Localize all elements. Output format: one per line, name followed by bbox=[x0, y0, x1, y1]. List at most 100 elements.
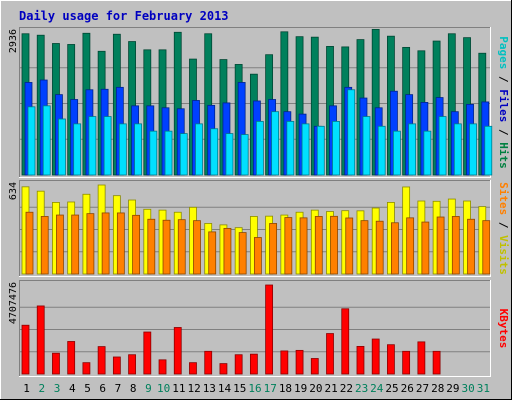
bar-pages-day-20 bbox=[316, 125, 325, 176]
bar-kbytes-day-22 bbox=[341, 308, 350, 375]
x-tick-label-day-3: 3 bbox=[54, 382, 61, 395]
x-tick-label-day-22: 22 bbox=[340, 382, 353, 395]
y-axis-max-label: 4707476 bbox=[8, 282, 19, 324]
bar-sites-day-6 bbox=[101, 212, 110, 275]
x-tick-label-day-19: 19 bbox=[294, 382, 307, 395]
x-tick-label-day-2: 2 bbox=[39, 382, 46, 395]
bar-kbytes-day-26 bbox=[402, 350, 411, 375]
legend-visits: Visits bbox=[497, 235, 510, 275]
bar-sites-day-21 bbox=[330, 215, 338, 275]
bar-pages-day-10 bbox=[164, 130, 173, 176]
bar-pages-day-24 bbox=[377, 125, 386, 176]
bar-pages-day-9 bbox=[149, 130, 158, 176]
bar-pages-day-16 bbox=[255, 121, 264, 176]
legend-pages: Pages bbox=[497, 36, 510, 69]
x-tick-label-day-20: 20 bbox=[309, 382, 322, 395]
bar-sites-day-19 bbox=[299, 217, 308, 275]
bar-sites-day-4 bbox=[71, 214, 80, 275]
bar-kbytes-day-5 bbox=[82, 362, 91, 375]
bar-sites-day-1 bbox=[25, 211, 34, 275]
bar-pages-day-23 bbox=[362, 116, 371, 176]
legend-separator: / bbox=[497, 215, 510, 235]
x-tick-label-day-30: 30 bbox=[462, 382, 475, 395]
x-tick-label-day-24: 24 bbox=[370, 382, 384, 395]
bar-pages-day-2 bbox=[42, 105, 51, 176]
bar-sites-day-23 bbox=[360, 220, 369, 275]
bar-sites-day-31 bbox=[482, 220, 491, 275]
bar-kbytes-day-27 bbox=[417, 341, 426, 375]
bar-sites-day-20 bbox=[314, 216, 323, 275]
series-sites bbox=[25, 211, 491, 275]
x-tick-label-day-6: 6 bbox=[99, 382, 106, 395]
bar-sites-day-15 bbox=[238, 232, 247, 275]
x-tick-label-day-15: 15 bbox=[233, 382, 246, 395]
bar-kbytes-day-7 bbox=[112, 356, 121, 375]
bar-sites-day-8 bbox=[132, 214, 140, 275]
bar-kbytes-day-1 bbox=[21, 324, 30, 375]
legend-files: Files bbox=[497, 89, 510, 122]
bar-sites-day-18 bbox=[284, 217, 293, 275]
bar-kbytes-day-18 bbox=[280, 350, 289, 375]
bar-pages-day-18 bbox=[286, 121, 295, 176]
bar-kbytes-day-28 bbox=[432, 350, 441, 375]
x-tick-label-day-10: 10 bbox=[157, 382, 170, 395]
bar-pages-day-6 bbox=[103, 116, 112, 176]
panel-pages-files-hits: 2936 Pages / Files / Hits bbox=[8, 27, 510, 178]
x-tick-label-day-29: 29 bbox=[446, 382, 459, 395]
bar-kbytes-day-17 bbox=[265, 284, 274, 375]
x-tick-label-day-28: 28 bbox=[431, 382, 444, 395]
bar-kbytes-day-9 bbox=[143, 331, 152, 375]
bar-pages-day-5 bbox=[88, 116, 97, 176]
x-tick-label-day-18: 18 bbox=[279, 382, 292, 395]
bar-pages-day-22 bbox=[347, 89, 356, 176]
x-tick-label-day-25: 25 bbox=[385, 382, 398, 395]
bar-pages-day-28 bbox=[438, 116, 447, 176]
x-tick-label-day-11: 11 bbox=[172, 382, 185, 395]
bar-sites-day-28 bbox=[436, 216, 445, 275]
bar-kbytes-day-3 bbox=[52, 352, 60, 375]
bar-sites-day-7 bbox=[116, 212, 125, 275]
bar-pages-day-17 bbox=[271, 111, 280, 176]
bar-pages-day-27 bbox=[423, 130, 432, 176]
x-axis-labels: 1 2 3 4 5 6 7 8 9 10 11 12 13 14 15 16 17 18 19 20 21 22 23 24 2… bbox=[23, 382, 490, 395]
bar-pages-day-14 bbox=[225, 133, 234, 176]
x-tick-label-day-17: 17 bbox=[264, 382, 277, 395]
x-tick-label-day-9: 9 bbox=[145, 382, 152, 395]
x-tick-label-day-7: 7 bbox=[115, 382, 122, 395]
bar-pages-day-30 bbox=[469, 123, 477, 176]
bar-pages-day-25 bbox=[393, 130, 401, 176]
bar-sites-day-22 bbox=[345, 217, 354, 275]
x-tick-label-day-1: 1 bbox=[23, 382, 30, 395]
x-tick-label-day-21: 21 bbox=[325, 382, 338, 395]
chart-title: Daily usage for February 2013 bbox=[19, 9, 229, 23]
bar-pages-day-1 bbox=[27, 106, 36, 176]
panel-kbytes: 4707476 KBytes bbox=[8, 280, 510, 377]
bar-pages-day-4 bbox=[73, 123, 82, 176]
series-pages bbox=[27, 89, 493, 176]
bar-pages-day-7 bbox=[118, 123, 127, 176]
bar-kbytes-day-20 bbox=[310, 358, 319, 375]
bar-kbytes-day-25 bbox=[387, 344, 395, 375]
bar-pages-day-29 bbox=[453, 123, 462, 176]
bar-pages-day-12 bbox=[195, 123, 203, 176]
bar-pages-day-19 bbox=[301, 123, 310, 176]
x-tick-label-day-13: 13 bbox=[203, 382, 216, 395]
bar-sites-day-2 bbox=[40, 216, 49, 275]
bar-kbytes-day-12 bbox=[189, 362, 197, 375]
bar-sites-day-17 bbox=[269, 223, 278, 275]
bar-kbytes-day-21 bbox=[326, 333, 334, 375]
x-tick-label-day-14: 14 bbox=[218, 382, 232, 395]
bar-pages-day-13 bbox=[210, 128, 219, 176]
x-tick-label-day-16: 16 bbox=[248, 382, 261, 395]
x-tick-label-day-5: 5 bbox=[84, 382, 91, 395]
panel-legend: Sites / Visits bbox=[497, 182, 510, 275]
bar-kbytes-day-23 bbox=[356, 345, 365, 375]
bar-sites-day-9 bbox=[147, 218, 156, 275]
bar-kbytes-day-8 bbox=[128, 354, 136, 375]
x-tick-label-day-4: 4 bbox=[69, 382, 76, 395]
bar-kbytes-day-14 bbox=[219, 363, 228, 375]
bar-pages-day-26 bbox=[408, 123, 417, 176]
bar-sites-day-16 bbox=[253, 237, 262, 275]
x-tick-label-day-12: 12 bbox=[187, 382, 200, 395]
bar-kbytes-day-15 bbox=[234, 354, 243, 375]
